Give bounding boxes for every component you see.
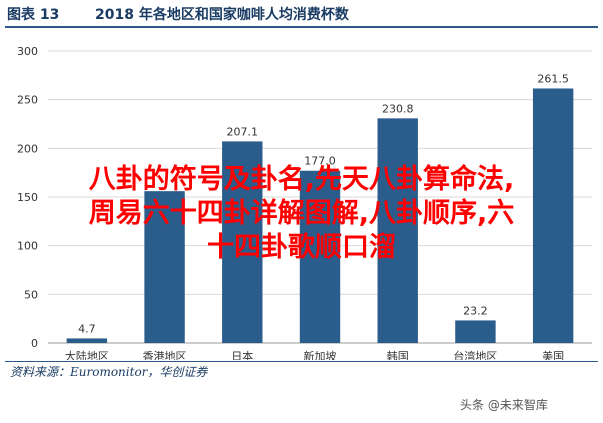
bar	[532, 88, 574, 343]
overlay-line-2: 周易六十四卦详解图解,八卦顺序,六	[88, 198, 515, 229]
y-tick-label: 150	[17, 191, 38, 204]
figure-header: 图表 13 2018 年各地区和国家咖啡人均消费杯数	[0, 0, 603, 30]
bar	[144, 191, 185, 343]
bar	[299, 170, 341, 343]
bar-value-label: 23.2	[463, 304, 488, 317]
y-tick-label: 50	[24, 288, 38, 301]
y-axis-ticks: 0 50 100 150 200 250 300	[17, 45, 38, 350]
x-tick-label: 大陆地区	[65, 349, 109, 360]
y-tick-label: 100	[17, 240, 38, 253]
y-tick-label: 300	[17, 45, 38, 58]
bar-value-label: 177.0	[304, 155, 336, 168]
overlay-line-3: 十四卦歌顺口溜	[207, 232, 396, 263]
source-divider	[5, 361, 598, 362]
bars	[66, 88, 574, 343]
overlay-line-1: 八卦的符号及卦名,先天八卦算命法,	[88, 164, 515, 195]
figure-label: 图表 13	[7, 7, 60, 23]
y-tick-label: 0	[31, 337, 38, 350]
title-divider	[5, 26, 598, 28]
bar-chart: 0 50 100 150 200 250 300 4.7 207.1 177.0 230.8 23.…	[17, 45, 592, 360]
bar-value-label: 261.5	[537, 72, 569, 85]
bar-value-label: 4.7	[78, 322, 96, 335]
bar	[377, 118, 418, 343]
source-note: 资料来源：Euromonitor，华创证券	[10, 365, 208, 379]
bar	[66, 338, 108, 343]
bar	[455, 320, 496, 343]
chart-title: 2018 年各地区和国家咖啡人均消费杯数	[95, 7, 349, 23]
x-tick-label: 台湾地区	[453, 349, 497, 360]
y-tick-label: 250	[17, 94, 38, 107]
x-tick-label: 日本	[231, 349, 253, 360]
bar-value-labels: 4.7 207.1 177.0 230.8 23.2 261.5	[78, 72, 569, 335]
bar	[222, 141, 263, 343]
y-tick-label: 200	[17, 142, 38, 155]
x-tick-label: 新加坡	[304, 349, 337, 360]
bar-value-label: 230.8	[382, 102, 414, 115]
x-tick-label: 美国	[542, 350, 564, 360]
x-tick-label: 韩国	[387, 349, 409, 360]
x-axis-ticks: 大陆地区 香港地区 日本 新加坡 韩国 台湾地区 美国	[65, 349, 564, 360]
bar-value-label: 207.1	[227, 125, 259, 138]
watermark: 头条 @未来智库	[460, 398, 548, 412]
overlay-text: 八卦的符号及卦名,先天八卦算命法, 周易六十四卦详解图解,八卦顺序,六 十四卦歌…	[0, 163, 603, 265]
x-tick-label: 香港地区	[143, 350, 187, 360]
